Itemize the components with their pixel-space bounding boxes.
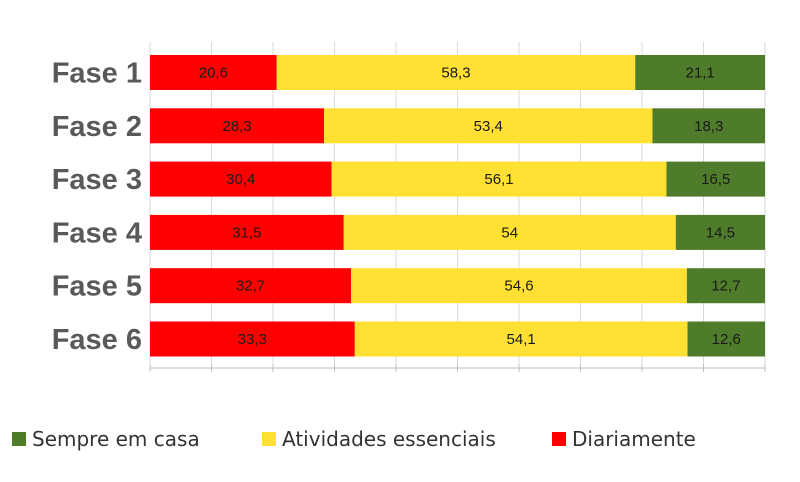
data-label: 28,3 (222, 118, 251, 135)
data-label: 18,3 (694, 118, 723, 135)
legend-label: Sempre em casa (32, 427, 200, 451)
data-label: 21,1 (686, 65, 715, 82)
bar-segment-atividades-essenciais (343, 214, 676, 250)
bar-segment-sempre-em-casa (687, 321, 765, 357)
legend: Sempre em casa Atividades essenciais Diari… (12, 427, 696, 451)
grid (149, 42, 766, 372)
bar-segment-diariamente (150, 268, 352, 304)
data-label: 58,3 (441, 65, 470, 82)
bar-segment-sempre-em-casa (666, 161, 765, 197)
data-label: 33,3 (238, 331, 267, 348)
category-labels: Fase 1 Fase 2 Fase 3 Fase 4 Fase 5 Fase 6 (52, 58, 142, 357)
category-label: Fase 1 (52, 58, 142, 90)
bar-segment-atividades-essenciais (331, 161, 667, 197)
legend-swatch (12, 432, 26, 446)
bars (150, 55, 765, 357)
category-label: Fase 5 (52, 271, 142, 303)
data-label: 31,5 (232, 224, 261, 241)
data-label: 56,1 (484, 171, 513, 188)
data-label: 12,7 (711, 278, 740, 295)
category-label: Fase 6 (52, 324, 142, 356)
bar-segment-diariamente (150, 108, 325, 144)
value-labels: 20,6 58,3 21,1 28,3 53,4 18,3 30,4 56,1 16,5 31,5… (199, 65, 741, 349)
bar-segment-atividades-essenciais (276, 55, 636, 90)
bar-segment-diariamente (150, 214, 344, 250)
legend-swatch (262, 432, 276, 446)
bar-segment-diariamente (150, 55, 277, 90)
bar-segment-atividades-essenciais (324, 108, 653, 144)
data-label: 20,6 (199, 65, 228, 82)
legend-label: Diariamente (572, 427, 696, 451)
bar-segment-diariamente (150, 161, 332, 197)
data-label: 53,4 (474, 118, 503, 135)
bar-segment-atividades-essenciais (351, 268, 687, 304)
data-label: 30,4 (226, 171, 255, 188)
bar-segment-atividades-essenciais (354, 321, 688, 357)
data-label: 14,5 (706, 224, 735, 241)
data-label: 12,6 (712, 331, 741, 348)
data-label: 54,6 (504, 278, 533, 295)
legend-label: Atividades essenciais (282, 427, 496, 451)
data-label: 54,1 (507, 331, 536, 348)
data-label: 32,7 (236, 278, 265, 295)
bar-segment-sempre-em-casa (635, 55, 765, 90)
category-label: Fase 4 (52, 217, 142, 249)
category-label: Fase 2 (52, 111, 142, 143)
category-label: Fase 3 (52, 164, 142, 196)
bar-segment-sempre-em-casa (686, 268, 765, 304)
bar-segment-sempre-em-casa (652, 108, 765, 144)
bar-segment-sempre-em-casa (675, 214, 765, 250)
data-label: 54 (501, 224, 518, 241)
legend-swatch (552, 432, 566, 446)
data-label: 16,5 (701, 171, 730, 188)
bar-segment-diariamente (150, 321, 355, 357)
